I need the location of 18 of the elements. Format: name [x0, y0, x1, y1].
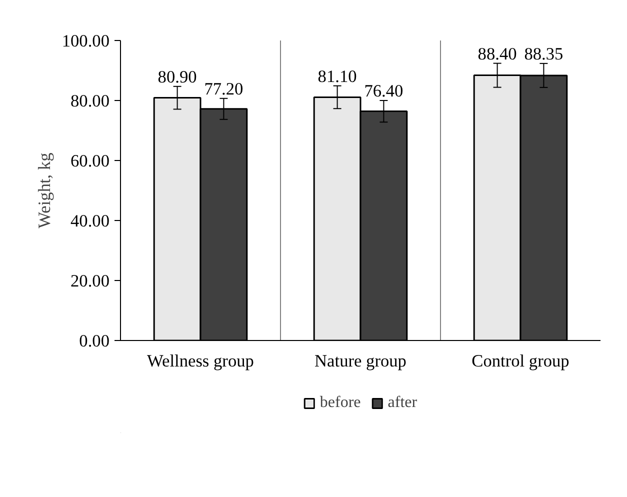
data-label: 81.10 — [318, 66, 357, 86]
y-tick-label: 20.00 — [70, 272, 110, 290]
x-tick-label: Wellness group — [147, 352, 254, 370]
y-tick-label: 80.00 — [70, 92, 110, 110]
y-axis-title: Weight, kg — [34, 152, 54, 228]
y-tick-label: 60.00 — [70, 152, 110, 170]
x-tick-label: Nature group — [314, 352, 406, 370]
data-label: 77.20 — [204, 79, 244, 98]
y-tick-label: 0.00 — [79, 332, 110, 350]
data-label: 88.40 — [478, 44, 517, 64]
data-label: 88.35 — [524, 44, 564, 64]
y-tick-label: 100.00 — [62, 32, 110, 50]
legend-label: after — [388, 394, 418, 412]
y-tick-label: 40.00 — [70, 212, 110, 230]
data-label: 76.40 — [364, 82, 404, 100]
legend-label: before — [320, 394, 361, 412]
data-label: 80.90 — [158, 67, 197, 86]
x-tick-label: Control group — [472, 352, 570, 370]
